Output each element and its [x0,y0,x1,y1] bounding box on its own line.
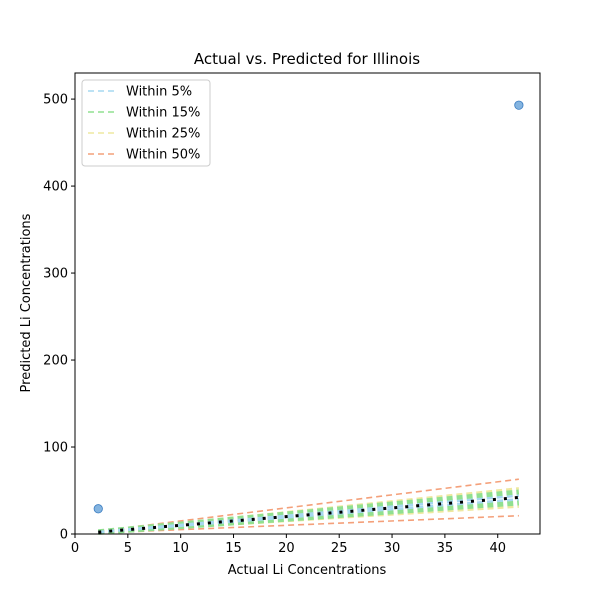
reference-line [98,495,519,534]
data-point [514,100,524,110]
legend-label: Within 50% [126,148,200,163]
x-tick-label: 20 [278,541,295,556]
x-tick-label: 0 [71,541,79,556]
x-axis: 0 5 10 15 20 25 30 35 40 [71,534,506,556]
x-tick-label: 5 [124,541,132,556]
y-tick-label: 500 [43,93,68,108]
x-axis-label: Actual Li Concentrations [228,563,387,578]
legend: Within 5% Within 15% Within 25% Within 50% [81,79,211,167]
plot-area [93,100,524,535]
x-tick-label: 30 [384,541,401,556]
x-tick-label: 10 [172,541,189,556]
y-tick-label: 200 [43,354,68,369]
band-lower-4 [98,514,519,534]
y-tick-label: 0 [60,528,68,543]
band-upper-4 [98,478,519,532]
y-tick-label: 400 [43,180,68,195]
legend-label: Within 25% [126,127,200,142]
legend-label: Within 5% [126,85,192,100]
data-point [93,504,103,514]
x-tick-label: 40 [489,541,506,556]
y-tick-label: 300 [43,267,68,282]
x-tick-label: 25 [331,541,348,556]
chart-title: Actual vs. Predicted for Illinois [194,50,420,68]
y-axis-label: Predicted Li Concentrations [19,213,34,392]
y-tick-label: 100 [43,441,68,456]
legend-label: Within 15% [126,106,200,121]
x-tick-label: 35 [437,541,454,556]
axes-frame [74,72,541,535]
legend-box [81,79,211,167]
x-tick-label: 15 [225,541,242,556]
y-axis: 0 100 200 300 400 500 [43,93,75,543]
